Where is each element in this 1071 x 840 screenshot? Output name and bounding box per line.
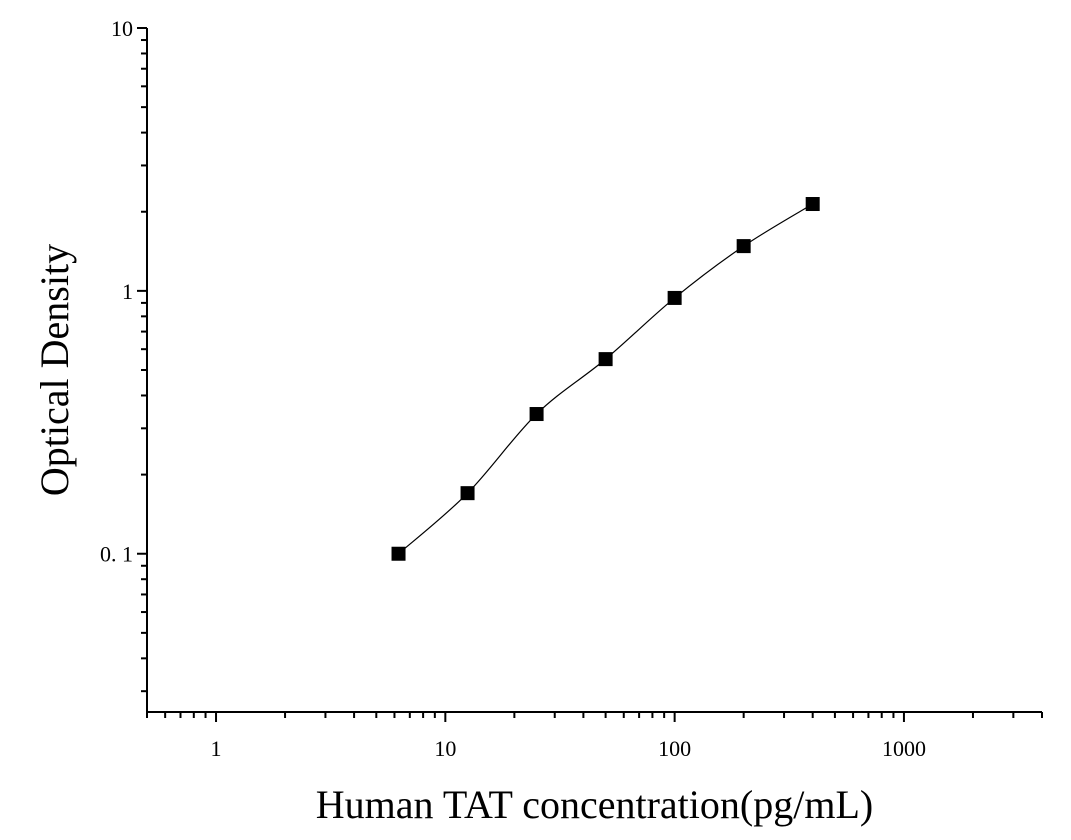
y-axis-title: Optical Density: [32, 244, 77, 496]
x-tick-label: 1000: [882, 736, 926, 761]
ticks: [137, 27, 1043, 722]
data-point: [667, 290, 682, 305]
data-points: [391, 197, 820, 561]
fit-curve: [398, 203, 814, 555]
x-tick-label: 100: [658, 736, 691, 761]
fit-curve-group: [398, 203, 814, 555]
x-axis-title: Human TAT concentration(pg/mL): [316, 782, 873, 827]
data-point: [805, 197, 820, 212]
y-tick-label: 0. 1: [100, 542, 133, 567]
data-point: [736, 239, 751, 254]
x-tick-label: 1: [211, 736, 222, 761]
y-tick-label: 10: [111, 16, 133, 41]
x-tick-label: 10: [434, 736, 456, 761]
axes: [146, 28, 1042, 713]
data-point: [460, 486, 475, 501]
tick-labels: 1 10 100 1000 0. 1 1 10: [100, 16, 926, 761]
data-point: [529, 407, 544, 422]
data-point: [598, 352, 613, 367]
y-tick-label: 1: [122, 279, 133, 304]
data-point: [391, 546, 406, 561]
